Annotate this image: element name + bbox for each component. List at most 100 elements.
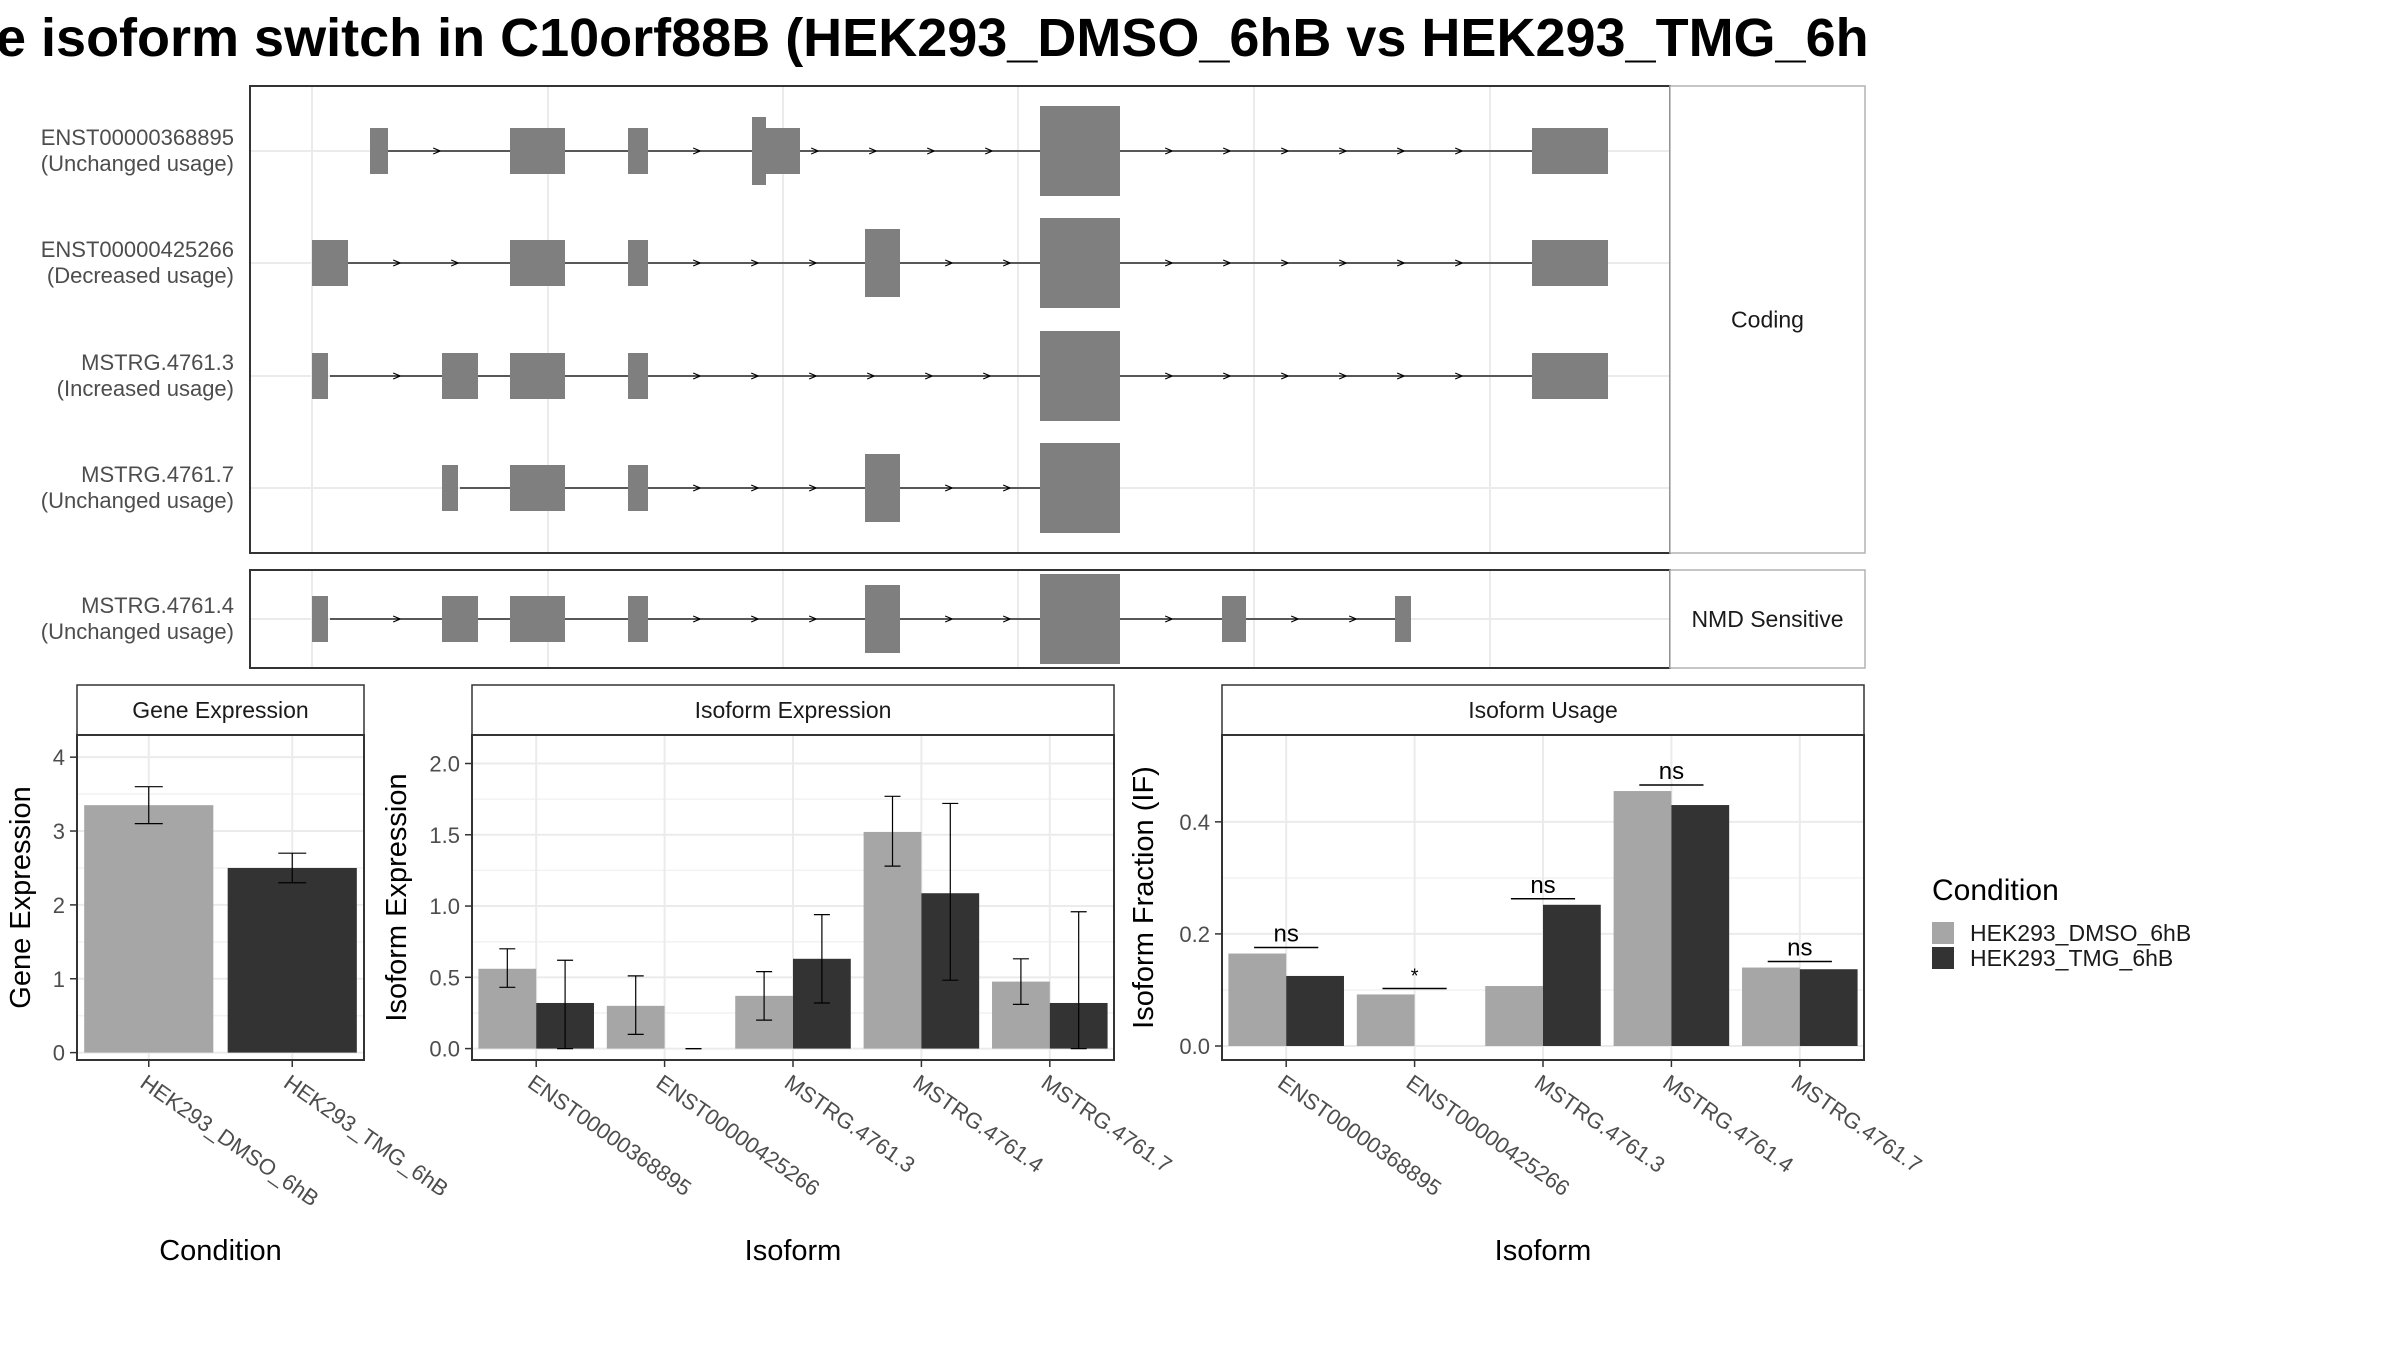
intron-arrow: [808, 259, 818, 267]
intron-arrow: [1454, 259, 1464, 267]
intron-arrow: [692, 372, 702, 380]
x-axis-title: Isoform: [745, 1235, 842, 1267]
bar: [1613, 791, 1672, 1046]
intron-arrow: [944, 484, 954, 492]
bar: [1356, 994, 1415, 1046]
intron-arrow: [392, 372, 402, 380]
intron-arrow: [692, 615, 702, 623]
isoform-usage-chart: Isoform Usagens*nsnsns0.00.20.4ENST00000…: [1128, 684, 1926, 1267]
intron-arrow: [1164, 147, 1174, 155]
intron-arrow: [944, 615, 954, 623]
intron-arrow: [1290, 615, 1300, 623]
facet-strip: [1669, 85, 1866, 554]
chart-title: Gene Expression: [132, 697, 308, 723]
exon-block: [510, 128, 565, 174]
intron-arrow: [808, 615, 818, 623]
transcript-id-label: ENST00000368895: [41, 125, 234, 150]
x-axis-title: Isoform: [1495, 1235, 1592, 1267]
chart-panel-border: [76, 734, 365, 1061]
exon-block: [628, 596, 648, 642]
intron-arrow: [692, 484, 702, 492]
exon-block: [510, 596, 565, 642]
intron-arrow: [750, 615, 760, 623]
exon-block: [312, 353, 328, 399]
transcript-structure-panel: ENST00000368895(Unchanged usage) ENST0000…: [41, 85, 1866, 669]
intron-arrow: [924, 372, 934, 380]
intron-arrow: [1164, 372, 1174, 380]
transcript-usage-label: (Unchanged usage): [41, 151, 234, 176]
bar: [227, 867, 357, 1053]
bar: [1671, 805, 1730, 1046]
transcript-id-label: ENST00000425266: [41, 237, 234, 262]
y-tick-label: 3: [53, 819, 65, 844]
exon-block: [1395, 596, 1411, 642]
exon-block: [1040, 128, 1120, 174]
chart-title-strip: [76, 684, 365, 736]
y-tick-label: 0.0: [429, 1037, 460, 1062]
exon-block: [1040, 240, 1120, 286]
bar: [1799, 969, 1858, 1046]
bar: [84, 805, 214, 1053]
isoform-expression-chart: Isoform Expression0.00.51.01.52.0ENST000…: [381, 684, 1177, 1267]
x-axis-title: Condition: [159, 1235, 282, 1267]
exon-block: [1532, 128, 1608, 174]
legend-swatch: [1932, 947, 1954, 969]
x-tick-label: MSTRG.4761.7: [1037, 1070, 1177, 1178]
intron-arrow: [1454, 372, 1464, 380]
legend-swatch: [1932, 922, 1954, 944]
exon-block: [510, 465, 565, 511]
significance-label: ns: [1274, 921, 1299, 948]
transcript-usage-label: (Decreased usage): [47, 263, 234, 288]
exon-block: [628, 465, 648, 511]
exon-block: [1532, 353, 1608, 399]
intron-arrow: [392, 259, 402, 267]
intron-arrow: [808, 372, 818, 380]
intron-arrow: [1338, 147, 1348, 155]
y-tick-label: 0.0: [1179, 1034, 1210, 1059]
intron-arrow: [1348, 615, 1358, 623]
intron-arrow: [944, 259, 954, 267]
y-axis-title: Isoform Expression: [381, 773, 413, 1021]
intron-arrow: [1164, 615, 1174, 623]
x-tick-label: MSTRG.4761.3: [1530, 1070, 1670, 1178]
significance-label: ns: [1530, 872, 1555, 899]
legend-title: Condition: [1932, 874, 2059, 907]
intron-arrow: [982, 372, 992, 380]
intron-arrow: [1280, 147, 1290, 155]
intron-arrow: [392, 615, 402, 623]
significance-label: ns: [1659, 758, 1684, 785]
intron-arrow: [868, 147, 878, 155]
exon-block: [1040, 342, 1120, 410]
significance-label: *: [1411, 965, 1419, 987]
y-tick-label: 2.0: [429, 752, 460, 777]
intron-arrow: [1396, 147, 1406, 155]
intron-arrow: [1338, 259, 1348, 267]
y-tick-label: 1: [53, 967, 65, 992]
exon-block: [370, 128, 388, 174]
intron-arrow: [692, 147, 702, 155]
intron-arrow: [1280, 259, 1290, 267]
y-tick-label: 0.5: [429, 965, 460, 990]
transcript-id-label: MSTRG.4761.3: [81, 350, 234, 375]
exon-block: [865, 596, 900, 642]
transcript-usage-label: (Increased usage): [57, 376, 234, 401]
y-tick-label: 0.4: [1179, 810, 1210, 835]
intron-arrow: [1396, 259, 1406, 267]
x-tick-label: MSTRG.4761.3: [780, 1070, 920, 1178]
bar: [1543, 904, 1601, 1046]
chart-title-strip: [1221, 684, 1865, 736]
intron-arrow: [866, 372, 876, 380]
bar: [1228, 953, 1287, 1046]
exon-block: [756, 128, 800, 174]
intron-arrow: [1002, 615, 1012, 623]
intron-arrow: [984, 147, 994, 155]
x-tick-label: MSTRG.4761.4: [1659, 1070, 1799, 1178]
exon-block: [442, 465, 458, 511]
intron-arrow: [432, 147, 442, 155]
exon-block: [865, 240, 900, 286]
intron-arrow: [692, 259, 702, 267]
bar: [863, 831, 922, 1049]
intron-arrow: [1338, 372, 1348, 380]
